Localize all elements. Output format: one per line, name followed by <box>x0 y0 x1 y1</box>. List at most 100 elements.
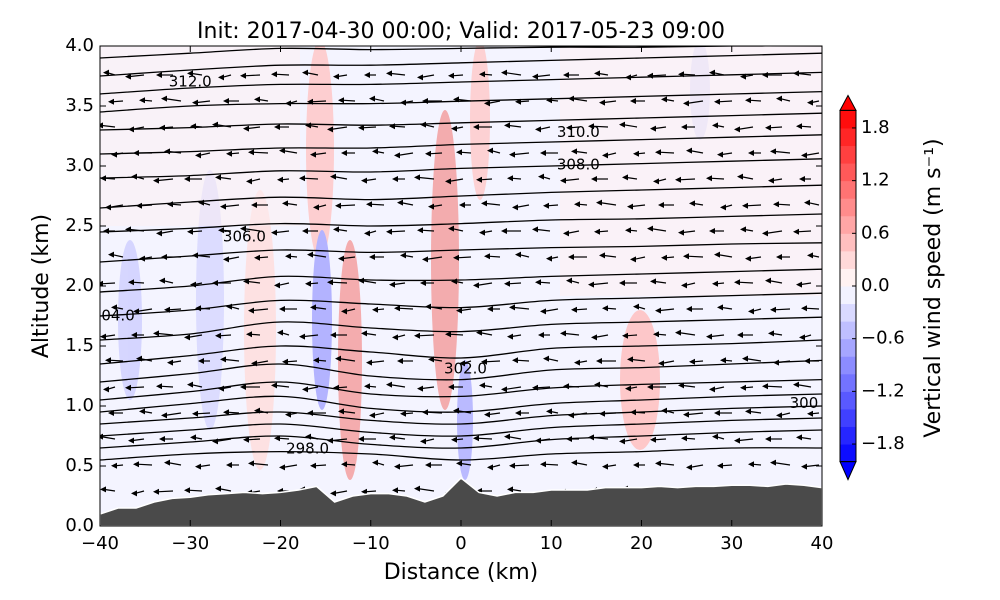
wind-arrow <box>330 281 348 284</box>
wind-arrowhead <box>243 125 249 132</box>
wind-arrowhead <box>512 357 518 364</box>
wind-arrowhead <box>164 306 170 313</box>
wind-arrowhead <box>448 72 454 79</box>
wind-arrowhead <box>414 174 420 181</box>
wind-arrowhead <box>338 255 344 262</box>
wind-arrow <box>709 334 725 338</box>
wind-arrowhead <box>254 407 260 414</box>
wind-arrow <box>302 177 319 180</box>
wind-arrowhead <box>793 228 799 235</box>
wind-arrowhead <box>712 122 718 129</box>
wind-arrowhead <box>369 254 375 260</box>
wind-arrowhead <box>100 122 103 129</box>
wind-arrow <box>195 254 211 258</box>
wind-arrowhead <box>313 357 319 364</box>
wind-arrowhead <box>560 177 566 184</box>
wind-arrowhead <box>307 410 313 416</box>
wind-arrowhead <box>740 226 746 233</box>
wind-arrowhead <box>389 123 395 130</box>
wind-arrowhead <box>111 304 117 311</box>
wind-arrow <box>159 230 174 234</box>
wind-arrowhead <box>341 461 347 468</box>
wind-arrowhead <box>742 202 748 209</box>
wind-arrow <box>622 438 638 442</box>
colorbar-tick-label: −1.8 <box>861 433 905 454</box>
colorbar-extend <box>839 94 857 111</box>
wind-arrowhead <box>678 229 684 236</box>
wind-arrowhead <box>136 355 142 362</box>
isentrope <box>100 90 822 113</box>
colorbar-band <box>840 408 856 427</box>
wind-arrowhead <box>192 99 198 106</box>
wind-arrowhead <box>422 98 428 104</box>
wind-arrow <box>515 204 530 208</box>
wind-arrowhead <box>279 464 285 471</box>
wind-arrowhead <box>192 410 198 417</box>
wind-arrowhead <box>622 332 628 339</box>
wind-arrowhead <box>190 123 196 130</box>
wind-arrowhead <box>218 74 224 81</box>
wind-arrowhead <box>100 433 103 440</box>
wind-arrowhead <box>712 433 718 440</box>
colorbar-band <box>840 233 856 252</box>
terrain <box>100 476 822 526</box>
wind-arrow <box>428 152 443 155</box>
wind-arrowhead <box>532 384 538 391</box>
wind-arrowhead <box>187 70 193 77</box>
wind-arrowhead <box>681 435 687 442</box>
wind-arrowhead <box>277 176 283 183</box>
wind-arrowhead <box>619 121 625 128</box>
wind-arrowhead <box>111 151 117 158</box>
colorbar-tick-label: −0.6 <box>861 328 905 349</box>
wind-arrowhead <box>103 386 109 393</box>
wind-arrowhead <box>420 280 426 286</box>
wind-arrowhead <box>394 463 400 470</box>
wind-arrow <box>804 307 820 310</box>
wind-arrowhead <box>504 122 510 129</box>
wind-arrow <box>246 280 261 284</box>
wind-arrowhead <box>683 253 689 260</box>
contour-label: 310.0 <box>557 123 600 141</box>
wind-arrowhead <box>274 282 280 289</box>
wind-arrowhead <box>804 199 810 206</box>
wind-arrowhead <box>709 69 715 76</box>
wind-arrowhead <box>389 434 395 441</box>
wind-arrowhead <box>568 412 574 419</box>
wind-arrowhead <box>338 97 344 104</box>
contour-label: 302.0 <box>444 359 487 377</box>
wind-arrowhead <box>105 357 111 364</box>
wind-arrowhead <box>164 459 170 466</box>
colorbar-tick-label: 1.2 <box>861 170 890 191</box>
isentrope <box>100 378 822 401</box>
wind-arrow <box>650 228 667 232</box>
wind-arrowhead <box>765 436 771 442</box>
terrain-layer <box>100 476 822 526</box>
wind-arrowhead <box>313 204 319 211</box>
wind-arrow <box>804 152 820 156</box>
wind-arrowhead <box>594 381 600 388</box>
wind-arrowhead <box>734 279 740 286</box>
wind-arrow <box>484 360 501 363</box>
wind-arrowhead <box>650 125 656 132</box>
wind-arrowhead <box>108 98 114 105</box>
wind-arrowhead <box>161 254 167 260</box>
wind-arrowhead <box>566 436 572 442</box>
y-tick-label: 2.0 <box>65 275 94 296</box>
wind-arrow <box>159 385 174 388</box>
wind-arrowhead <box>226 462 232 468</box>
wind-arrowhead <box>765 124 771 131</box>
wind-arrow <box>681 384 696 388</box>
wind-arrowhead <box>100 280 103 287</box>
wind-arrowhead <box>563 72 569 78</box>
wind-arrowhead <box>647 225 653 232</box>
wind-arrowhead <box>330 490 336 497</box>
wind-arrowhead <box>574 201 580 208</box>
wind-arrowhead <box>535 437 541 444</box>
colorbar-label: Vertical wind speed (m s⁻¹) <box>921 138 946 437</box>
wind-arrow <box>156 178 174 182</box>
wind-arrowhead <box>133 308 139 315</box>
wind-arrowhead <box>153 330 159 337</box>
wind-arrowhead <box>591 334 597 341</box>
wind-arrow <box>622 124 638 128</box>
y-tick-label: 3.0 <box>65 155 94 176</box>
